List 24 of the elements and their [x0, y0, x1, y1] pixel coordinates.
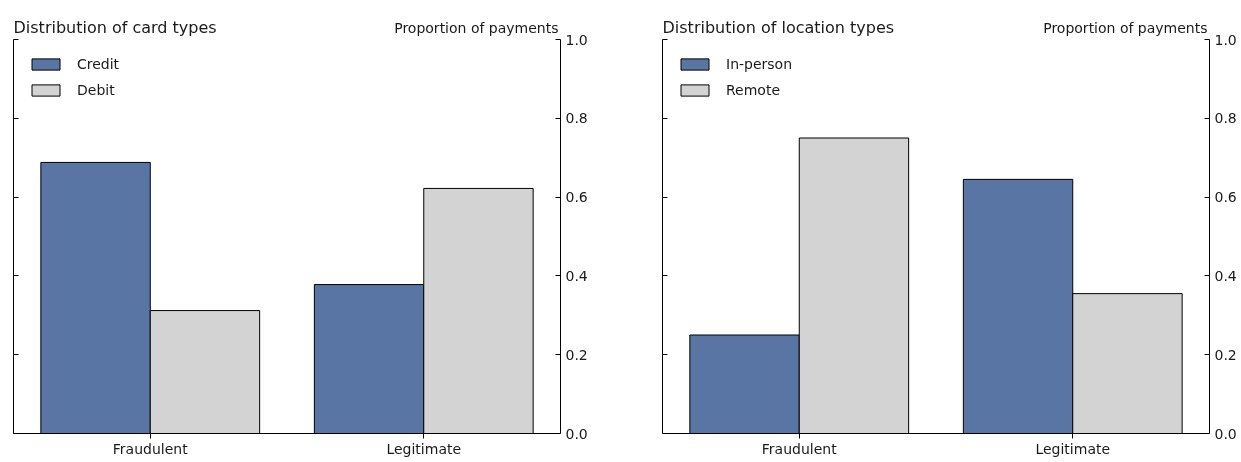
y-tick-label: 0.6	[1214, 189, 1237, 206]
y-tick-label: 0.2	[1214, 346, 1237, 363]
y-axis-title: Proportion of payments	[1043, 19, 1208, 36]
chart-title: Distribution of card types	[13, 18, 217, 37]
chart-title: Distribution of location types	[662, 18, 895, 37]
x-tick-label: Fraudulent	[112, 440, 189, 457]
y-tick-label: 1.0	[1214, 31, 1237, 48]
y-tick-label: 1.0	[565, 31, 588, 48]
y-tick-label: 0.4	[1214, 267, 1237, 284]
y-tick-label: 0.8	[1214, 110, 1237, 127]
y-tick-label: 0.4	[565, 267, 588, 284]
legend-label: Credit	[77, 56, 120, 72]
y-tick-label: 0.8	[565, 110, 588, 127]
y-tick-label: 0.6	[565, 189, 588, 206]
x-tick-label: Legitimate	[386, 440, 462, 457]
y-tick-label: 0.0	[565, 425, 588, 442]
legend-label: In-person	[726, 56, 793, 72]
y-tick-label: 0.0	[1214, 425, 1237, 442]
y-tick-label: 0.2	[565, 346, 588, 363]
y-axis-title: Proportion of payments	[394, 19, 559, 36]
x-tick-label: Legitimate	[1035, 440, 1111, 457]
legend-label: Remote	[726, 82, 781, 98]
legend-label: Debit	[77, 82, 115, 98]
x-tick-label: Fraudulent	[761, 440, 838, 457]
